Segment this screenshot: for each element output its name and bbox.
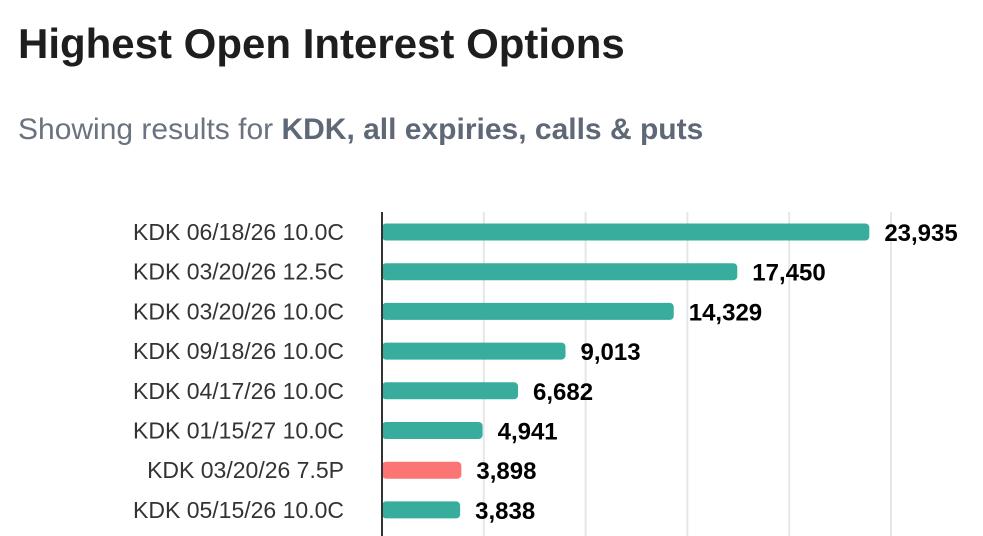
category-label: KDK 03/20/26 12.5C (133, 259, 344, 285)
category-label: KDK 04/17/26 10.0C (133, 378, 344, 404)
subtitle-prefix: Showing results for (18, 113, 282, 146)
category-label: KDK 09/18/26 10.0C (133, 338, 344, 364)
category-label: KDK 03/20/26 10.0C (133, 298, 344, 324)
bar[interactable] (382, 501, 461, 519)
category-label: KDK 03/20/26 7.5P (147, 457, 344, 483)
value-label: 9,013 (581, 339, 641, 366)
bar[interactable] (382, 302, 674, 320)
bar[interactable] (382, 422, 483, 439)
value-label: 23,935 (884, 220, 957, 247)
page-subtitle: Showing results for KDK, all expiries, c… (18, 113, 703, 147)
bar[interactable] (382, 263, 738, 281)
bar[interactable] (382, 223, 870, 241)
bar[interactable] (382, 382, 519, 400)
value-label: 3,838 (475, 498, 535, 525)
value-label: 3,898 (476, 458, 536, 485)
subtitle-filter: KDK, all expiries, calls & puts (281, 113, 704, 146)
bar[interactable] (382, 342, 566, 360)
value-label: 14,329 (689, 299, 762, 326)
category-label: KDK 06/18/26 10.0C (133, 219, 344, 245)
category-label: KDK 05/15/26 10.0C (133, 497, 344, 523)
value-label: 4,941 (498, 419, 558, 446)
bar[interactable] (382, 461, 462, 479)
value-label: 17,450 (752, 260, 825, 287)
category-label: KDK 01/15/27 10.0C (133, 418, 344, 444)
value-label: 6,682 (533, 379, 593, 406)
page-title: Highest Open Interest Options (18, 20, 625, 67)
